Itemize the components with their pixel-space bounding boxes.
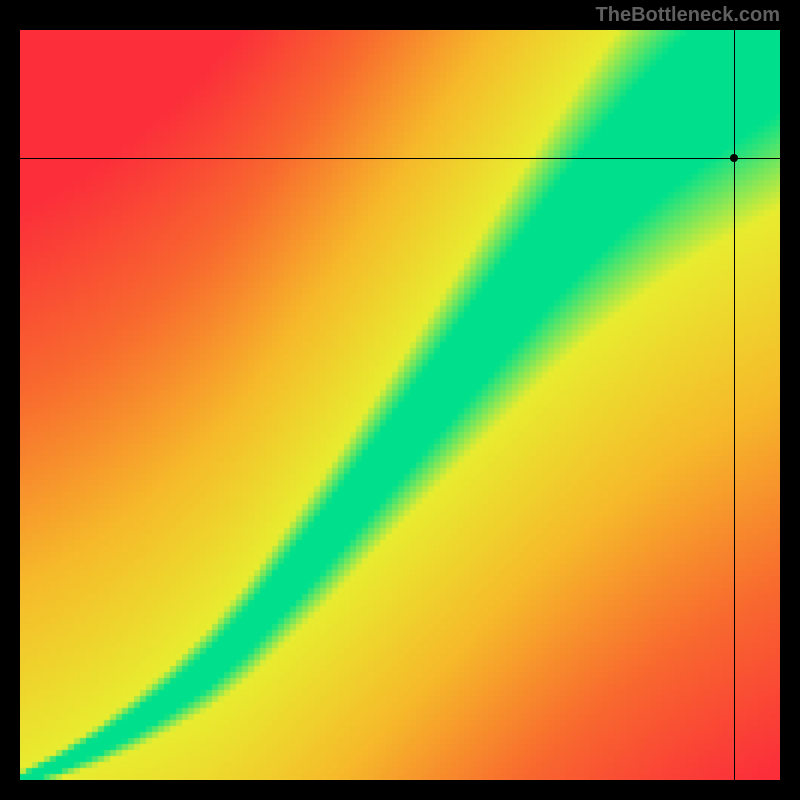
heatmap-plot: [20, 30, 780, 780]
watermark-text: TheBottleneck.com: [596, 4, 780, 27]
crosshair-vertical: [734, 30, 735, 780]
crosshair-horizontal: [20, 158, 780, 159]
heatmap-canvas: [20, 30, 780, 780]
crosshair-marker-dot: [730, 154, 738, 162]
